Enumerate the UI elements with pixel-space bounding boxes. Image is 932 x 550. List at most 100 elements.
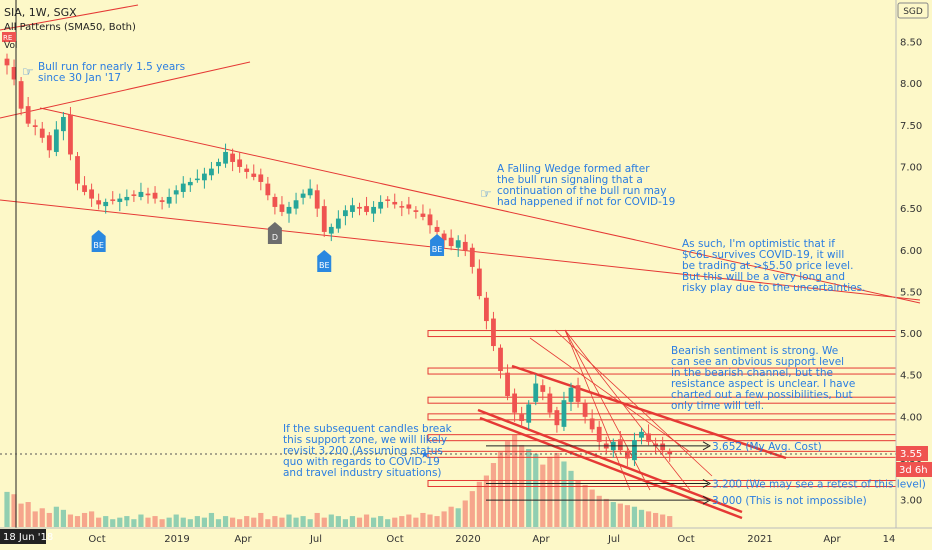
time-tick-label: Jul xyxy=(309,534,322,545)
annotation-line: A Falling Wedge formed after xyxy=(497,163,650,175)
price-tick-label: 7.50 xyxy=(900,121,922,132)
volume-bar xyxy=(251,517,257,527)
volume-bar xyxy=(568,470,574,527)
level-arrow-icon xyxy=(702,479,712,488)
volume-bar xyxy=(547,456,553,527)
volume-bar xyxy=(561,461,567,527)
candle-body xyxy=(653,443,658,447)
volume-bar xyxy=(300,516,306,527)
volume-bar xyxy=(667,516,673,527)
time-tick-label: Apr xyxy=(823,534,841,545)
candle-body xyxy=(145,193,151,196)
re-badge xyxy=(2,32,16,42)
candle-body xyxy=(18,81,24,109)
volume-bar xyxy=(638,509,645,527)
volume-bar xyxy=(187,519,193,527)
pattern-markers: BE D BE BE xyxy=(91,222,445,272)
pattern-marker xyxy=(430,234,445,256)
price-tick-label: 3.00 xyxy=(900,496,922,507)
level-label: 3.000 (This is not impossible) xyxy=(712,495,867,507)
volume-bar xyxy=(145,517,151,527)
candle-body xyxy=(124,196,130,201)
candle-body xyxy=(582,403,588,417)
chart-title: SIA, 1W, SGX xyxy=(4,6,77,19)
candle-body xyxy=(420,213,426,217)
candle-body xyxy=(335,218,341,229)
candle-body xyxy=(455,240,461,248)
candle-body xyxy=(138,191,144,197)
annotation-line: Bearish sentiment is strong. We xyxy=(671,345,838,357)
candle-body xyxy=(131,194,137,196)
candle-body xyxy=(413,210,419,212)
volume-bar xyxy=(138,514,144,527)
annotation-line: revisit 3.200 (Assuming status xyxy=(283,445,443,457)
volume-bar xyxy=(81,512,88,527)
volume-bar xyxy=(335,516,341,527)
candle-body xyxy=(202,173,207,181)
candle-body xyxy=(307,188,313,196)
candle-body xyxy=(632,440,637,461)
candle-body xyxy=(75,156,80,184)
wedge-upper-line xyxy=(39,107,921,304)
fan-line-2 xyxy=(554,329,713,477)
volume-bar xyxy=(441,511,447,527)
candle-body xyxy=(399,206,405,208)
annotation-line: quo with regards to COVID-19 xyxy=(283,456,440,468)
candle-body xyxy=(194,178,200,181)
candle-body xyxy=(568,387,574,402)
candle-body xyxy=(512,393,517,413)
pattern-marker-label: D xyxy=(272,233,278,242)
annotation-line: be trading at >$5.50 price level. xyxy=(682,260,853,272)
time-tick-label: 2021 xyxy=(747,534,772,545)
candle-body xyxy=(639,431,644,438)
volume-bar xyxy=(293,517,299,527)
candle-body xyxy=(117,198,123,202)
level-arrow-icon xyxy=(702,495,712,505)
volume-bar xyxy=(504,441,511,527)
annotation-line: charted out a few possibilities, but xyxy=(671,389,853,401)
volume-bar xyxy=(46,512,52,527)
pattern-marker-label: BE xyxy=(432,245,443,254)
candle-body xyxy=(350,205,355,212)
price-tick-label: 4.50 xyxy=(900,371,922,382)
candle-body xyxy=(82,185,87,192)
candle-body xyxy=(279,204,285,212)
candle-body xyxy=(68,114,73,155)
pattern-marker-label: BE xyxy=(93,241,104,250)
volume-bar xyxy=(321,517,327,527)
volume-bar xyxy=(25,502,31,527)
volume-bar xyxy=(32,511,38,527)
candle-body xyxy=(328,226,334,234)
volume-bar xyxy=(328,514,334,527)
fan-line-1 xyxy=(529,337,691,453)
time-tick-label: Oct xyxy=(386,534,403,545)
volume-bar xyxy=(413,517,419,527)
candle-body xyxy=(378,201,384,209)
indicator-label[interactable]: All Patterns (SMA50, Both) xyxy=(4,22,136,33)
volume-bar xyxy=(589,489,595,527)
candle-body xyxy=(561,400,567,427)
candle-body xyxy=(11,66,17,80)
wedge-lower-line xyxy=(0,199,921,301)
candle-body xyxy=(343,210,348,217)
candle-body xyxy=(300,193,306,198)
price-levels: 3.652 (My Avg. Cost) 3.200 (We may see a … xyxy=(486,441,926,507)
candle-body xyxy=(258,174,264,182)
re-badge-label: RE xyxy=(3,34,12,42)
candle-body xyxy=(166,196,172,204)
volume-bar xyxy=(117,517,123,527)
candle-body xyxy=(575,385,581,402)
volume-bar xyxy=(208,512,215,527)
volume-bar xyxy=(96,517,102,527)
candle-body xyxy=(286,206,292,214)
currency-box[interactable] xyxy=(897,2,929,19)
candle-body xyxy=(667,451,673,455)
volume-bar xyxy=(356,517,363,527)
candle-body xyxy=(46,135,52,151)
candle-body xyxy=(25,106,31,124)
volume-bar xyxy=(60,509,66,527)
candle-body xyxy=(237,159,243,167)
volume-bar xyxy=(131,519,137,527)
annotation-line: Bull run for nearly 1.5 years xyxy=(38,61,185,73)
